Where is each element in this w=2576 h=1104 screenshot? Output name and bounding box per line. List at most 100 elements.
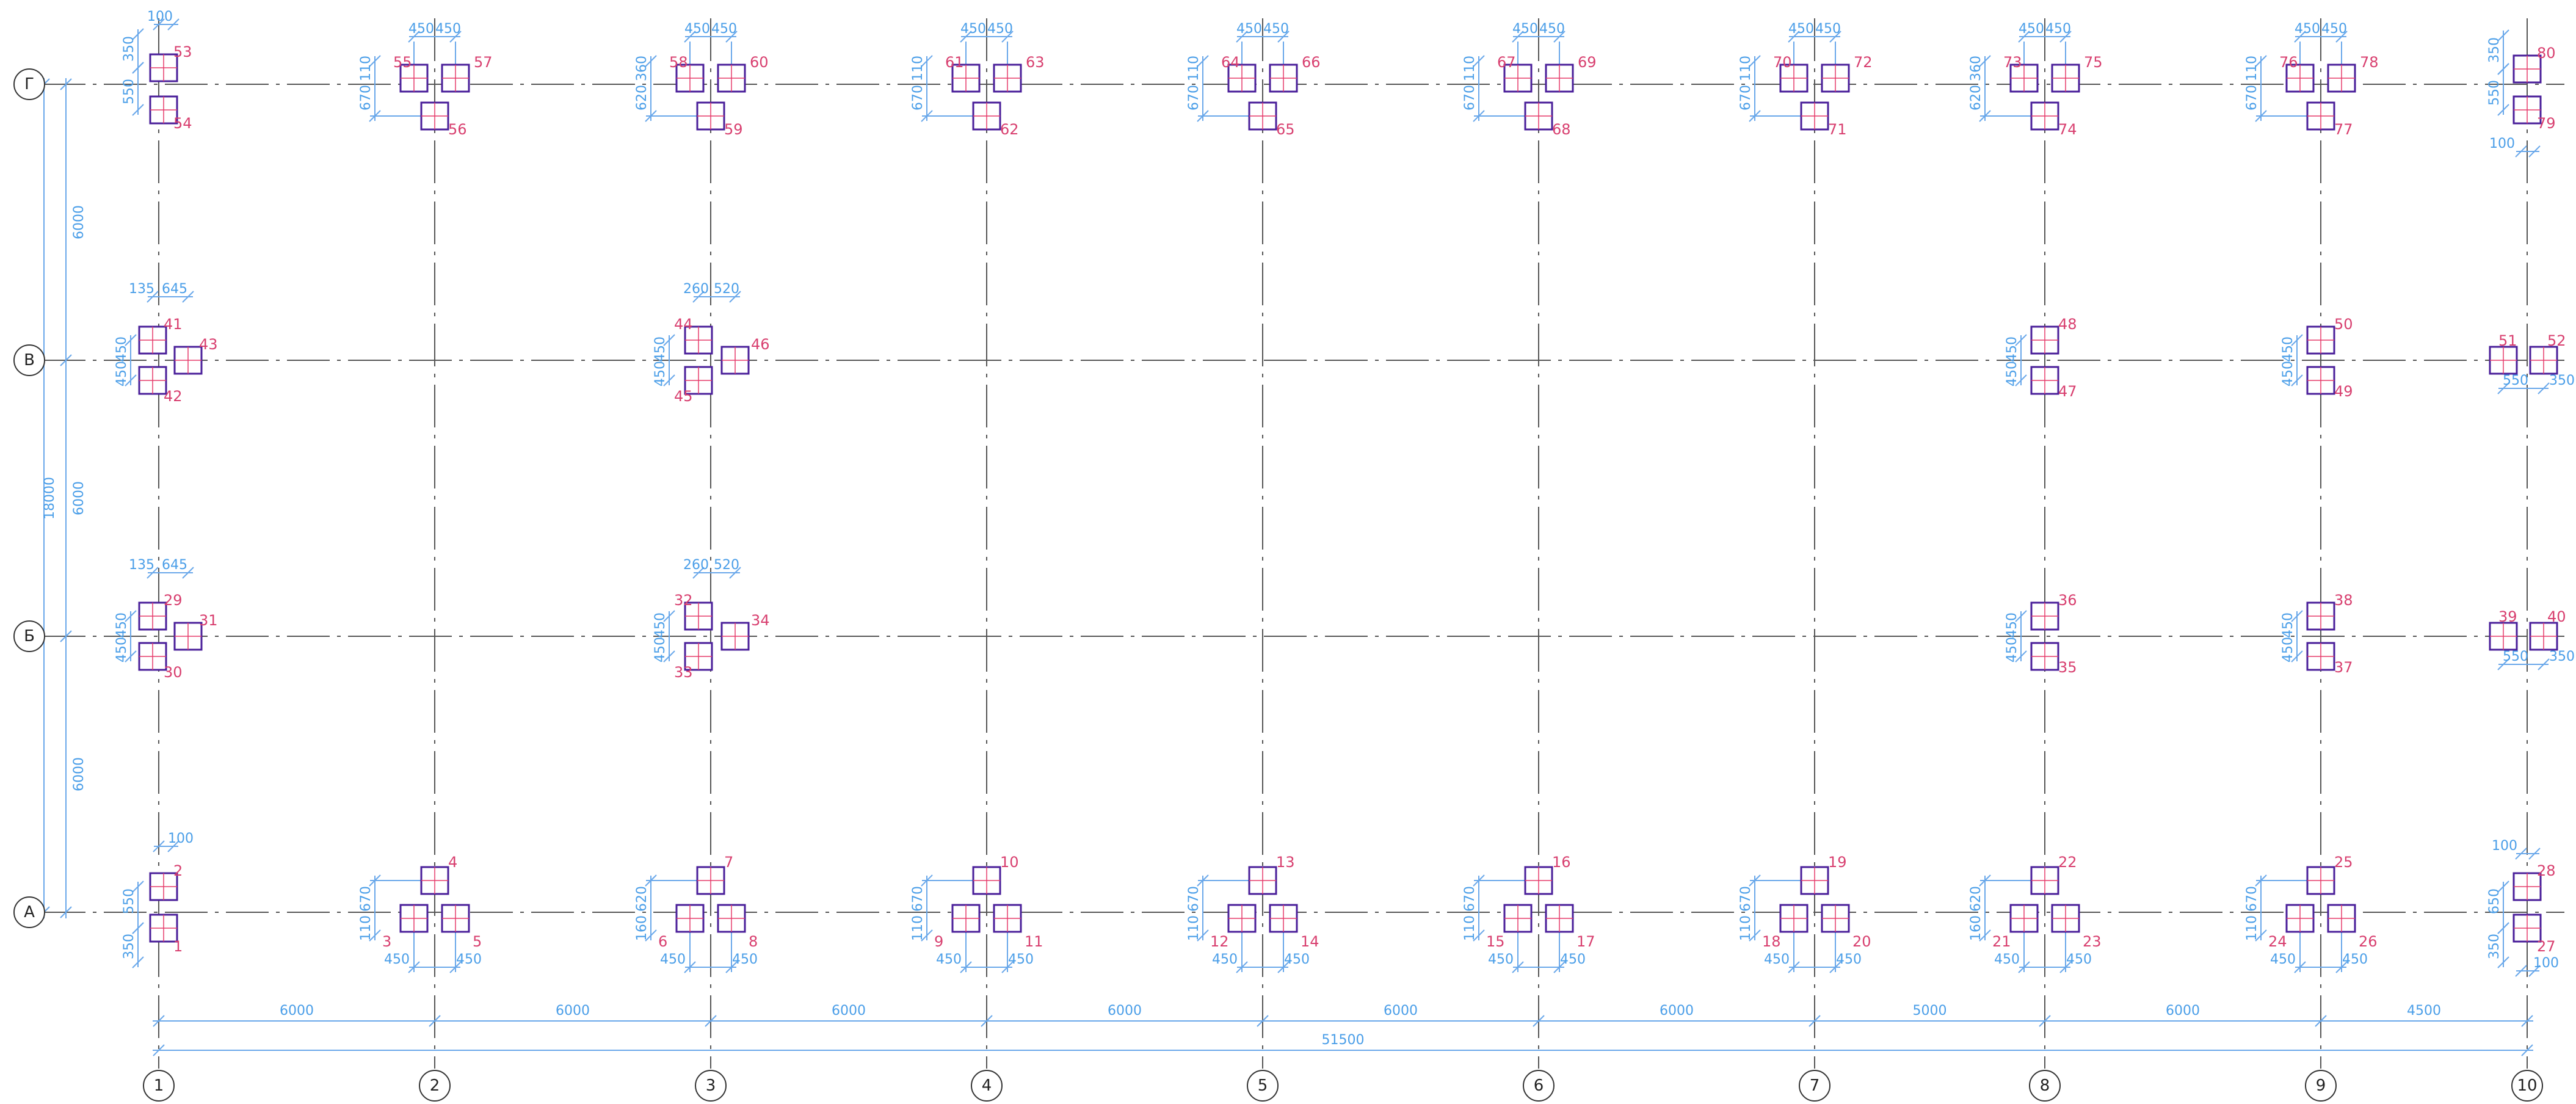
pile-number: 62 bbox=[1000, 121, 1019, 138]
pile: 69 bbox=[1546, 54, 1597, 92]
pile-number: 72 bbox=[1854, 54, 1873, 71]
pile-number: 9 bbox=[934, 933, 943, 950]
local-dimension-value: 670 bbox=[358, 886, 374, 912]
local-dimension-value: 350 bbox=[2549, 373, 2575, 388]
local-dimension-value: 350 bbox=[122, 934, 137, 959]
pile: 37 bbox=[2307, 643, 2353, 676]
local-dimension-value: 450 bbox=[653, 612, 668, 638]
local-dimension-value: 670 bbox=[358, 85, 374, 111]
pile: 46 bbox=[722, 336, 770, 374]
local-dimension-value: 450 bbox=[114, 361, 129, 387]
pile-number: 38 bbox=[2334, 592, 2353, 609]
pile-number: 3 bbox=[382, 933, 391, 950]
pile: 56 bbox=[421, 103, 467, 138]
local-dimension-value: 450 bbox=[2005, 361, 2020, 387]
overall-dimension-value: 51500 bbox=[1322, 1033, 1365, 1048]
pile-number: 15 bbox=[1486, 933, 1505, 950]
pile: 1 bbox=[150, 915, 183, 955]
local-dimension-value: 110 bbox=[1186, 915, 1202, 941]
pile-number: 22 bbox=[2058, 854, 2077, 871]
local-dimension-value: 670 bbox=[1462, 85, 1478, 111]
local-dimension-value: 135 bbox=[129, 281, 154, 297]
pile-number: 68 bbox=[1552, 121, 1571, 138]
pile-number: 51 bbox=[2498, 332, 2517, 349]
pile-number: 29 bbox=[164, 592, 183, 609]
pile: 39 bbox=[2490, 608, 2517, 650]
pile-number: 12 bbox=[1210, 933, 1229, 950]
pile: 34 bbox=[722, 612, 770, 650]
pile-number: 53 bbox=[173, 43, 192, 60]
column-axis-label: 10 bbox=[2517, 1077, 2537, 1095]
pile-number: 60 bbox=[750, 54, 769, 71]
pile: 57 bbox=[442, 54, 493, 92]
pile-number: 46 bbox=[751, 336, 770, 353]
pile-number: 79 bbox=[2537, 115, 2556, 132]
local-dimension-value: 450 bbox=[384, 952, 410, 967]
pile-number: 61 bbox=[945, 54, 964, 71]
local-dimension-value: 650 bbox=[2487, 888, 2502, 914]
local-dimension-value: 450 bbox=[1994, 952, 2020, 967]
local-dimension-value: 450 bbox=[2280, 612, 2296, 638]
local-dimension-value: 450 bbox=[2019, 21, 2044, 37]
local-dimension-value: 110 bbox=[910, 56, 926, 81]
local-dimension-value: 350 bbox=[2549, 649, 2575, 664]
local-dimension-value: 350 bbox=[2487, 37, 2502, 63]
pile-number: 66 bbox=[1302, 54, 1321, 71]
pile-number: 63 bbox=[1026, 54, 1045, 71]
pile: 63 bbox=[994, 54, 1045, 92]
pile-number: 14 bbox=[1301, 933, 1319, 950]
pile-number: 4 bbox=[448, 854, 457, 871]
local-dimension-value: 670 bbox=[910, 886, 926, 912]
local-dimension-value: 670 bbox=[910, 85, 926, 111]
vertical-span-value: 6000 bbox=[71, 205, 87, 239]
pile: 27 bbox=[2514, 915, 2556, 955]
local-dimension-value: 450 bbox=[1488, 952, 1514, 967]
local-dimension-value: 670 bbox=[1186, 886, 1202, 912]
local-dimension-value: 350 bbox=[2487, 934, 2502, 959]
column-axis-label: 2 bbox=[430, 1077, 440, 1095]
pile-number: 42 bbox=[164, 388, 183, 405]
pile-number: 17 bbox=[1576, 933, 1595, 950]
local-dimension-value: 450 bbox=[114, 336, 129, 362]
pile-number: 16 bbox=[1552, 854, 1571, 871]
pile-number: 69 bbox=[1578, 54, 1597, 71]
pile: 77 bbox=[2307, 103, 2353, 138]
pile: 64 bbox=[1221, 54, 1255, 92]
local-dimension-value: 520 bbox=[714, 557, 739, 573]
local-dimension-value: 450 bbox=[1236, 21, 1262, 37]
pile-number: 45 bbox=[674, 388, 693, 405]
local-dimension-value: 670 bbox=[2244, 886, 2260, 912]
pile-number: 5 bbox=[473, 933, 482, 950]
column-axis-label: 9 bbox=[2316, 1077, 2326, 1095]
local-dimension-value: 110 bbox=[1186, 56, 1202, 81]
local-dimension-value: 645 bbox=[162, 281, 187, 297]
pile: 74 bbox=[2031, 103, 2077, 138]
span-dimension-value: 6000 bbox=[832, 1003, 866, 1019]
pile-number: 25 bbox=[2334, 854, 2353, 871]
pile-number: 59 bbox=[724, 121, 743, 138]
pile-number: 33 bbox=[674, 664, 693, 681]
row-axis-label: А bbox=[24, 903, 35, 921]
pile-number: 26 bbox=[2359, 933, 2378, 950]
pile: 2 bbox=[150, 862, 183, 900]
local-dimension-value: 110 bbox=[1462, 915, 1478, 941]
local-dimension-value: 110 bbox=[358, 56, 374, 81]
local-dimension-value: 450 bbox=[2045, 21, 2071, 37]
local-dimension-value: 450 bbox=[1788, 21, 1814, 37]
local-dimension-value: 450 bbox=[1815, 21, 1841, 37]
column-axis-label: 3 bbox=[706, 1077, 716, 1095]
pile-number: 78 bbox=[2360, 54, 2379, 71]
pile: 67 bbox=[1497, 54, 1531, 92]
pile: 25 bbox=[2307, 854, 2353, 894]
pile-number: 64 bbox=[1221, 54, 1240, 71]
pile: 38 bbox=[2307, 592, 2353, 630]
pile-number: 76 bbox=[2279, 54, 2298, 71]
local-dimension-value: 550 bbox=[122, 79, 137, 104]
span-dimension-value: 6000 bbox=[2166, 1003, 2200, 1019]
pile-number: 49 bbox=[2334, 383, 2353, 400]
pile-number: 47 bbox=[2058, 383, 2077, 400]
local-dimension-value: 450 bbox=[1560, 952, 1586, 967]
pile-number: 65 bbox=[1276, 121, 1295, 138]
pile: 52 bbox=[2530, 332, 2566, 374]
